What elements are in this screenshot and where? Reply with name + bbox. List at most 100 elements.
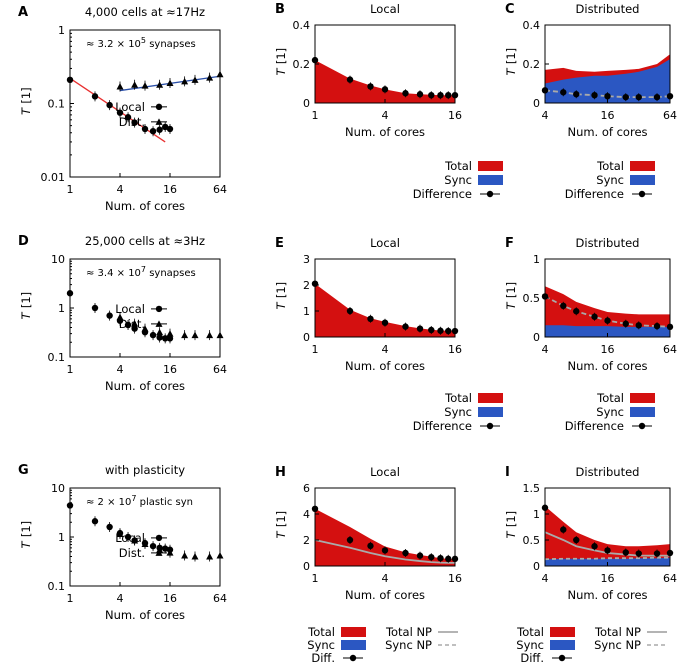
data-point-B	[381, 86, 389, 93]
data-point-D	[106, 312, 113, 319]
x-tick-label: 16	[601, 343, 615, 356]
data-point-D	[116, 313, 124, 321]
x-tick-label: 16	[601, 572, 615, 585]
data-point-E	[437, 327, 444, 334]
data-point-F	[560, 302, 567, 309]
data-point-I	[573, 536, 580, 544]
panel-title-F: Distributed	[576, 236, 640, 250]
data-point-G	[124, 533, 132, 541]
data-point-D	[156, 334, 163, 341]
x-axis-label-D: Num. of cores	[105, 379, 185, 393]
data-point-A	[131, 81, 139, 88]
data-point-C	[560, 89, 567, 96]
y-tick-label: 0	[533, 560, 540, 573]
y-tick-label: 0.2	[293, 58, 311, 71]
legend-swatch-sync	[550, 640, 575, 650]
data-point-A	[166, 79, 174, 87]
data-point-D	[161, 335, 169, 342]
data-point-B	[428, 92, 435, 99]
data-point-D-legend	[155, 320, 163, 327]
y-tick-label: 1	[533, 508, 540, 521]
data-point-G	[161, 545, 169, 552]
data-point-G	[156, 546, 164, 553]
legend-total-H: Total	[307, 625, 335, 639]
data-point-H	[346, 536, 354, 544]
panel-title-A: 4,000 cells at ≈17Hz	[85, 5, 205, 19]
y-axis-symbol: T	[504, 531, 518, 539]
y-axis-unit: [1]	[504, 511, 518, 527]
data-point-A	[141, 82, 149, 89]
y-axis-symbol: T	[19, 107, 33, 115]
data-point-A	[91, 93, 99, 100]
data-point-A	[116, 83, 124, 90]
note-part: ≈ 3.4 × 10	[86, 268, 141, 279]
legend-swatch-total	[630, 161, 655, 171]
data-point-G	[181, 551, 189, 559]
data-point-E	[445, 327, 452, 335]
data-point-E	[402, 323, 409, 330]
legend-sync-E: Sync	[444, 405, 472, 419]
panel-note-G: ≈ 2 × 107 plastic syn	[86, 494, 193, 508]
data-point-G	[141, 540, 149, 547]
x-axis-label-C: Num. of cores	[567, 125, 647, 139]
data-point-G	[116, 530, 124, 538]
data-point-F	[653, 322, 661, 330]
panel-letter-B: B	[275, 2, 285, 17]
panel-note-A: ≈ 3.2 × 105 synapses	[86, 36, 196, 50]
data-point-A	[181, 77, 189, 85]
data-point-F-legend	[638, 422, 646, 430]
data-point-G	[149, 542, 157, 550]
y-tick-label: 0	[303, 97, 310, 110]
legend-difference-E: Difference	[413, 419, 472, 433]
y-axis-symbol: T	[19, 312, 33, 320]
x-tick-label: 16	[448, 572, 462, 585]
data-point-G-legend	[155, 534, 163, 542]
y-tick-label: 1	[533, 253, 540, 266]
data-point-A	[191, 76, 199, 83]
y-tick-label: 3	[303, 253, 310, 266]
x-tick-label: 16	[163, 363, 177, 376]
x-axis-label-F: Num. of cores	[567, 359, 647, 373]
x-tick-label: 4	[382, 572, 389, 585]
x-tick-label: 1	[67, 183, 74, 196]
legend-sync-np-I: Sync NP	[594, 638, 641, 652]
y-tick-label: 0	[533, 97, 540, 110]
legend-swatch-total	[341, 627, 366, 637]
data-point-H	[381, 547, 389, 554]
data-point-D-legend	[155, 305, 163, 313]
line-sync-np	[544, 556, 670, 561]
y-axis-label-A: T [1]	[19, 87, 33, 115]
y-axis-symbol: T	[274, 68, 288, 76]
panel-letter-D: D	[18, 234, 29, 249]
data-point-C	[604, 92, 611, 100]
legend-diff-I: Diff.	[520, 651, 544, 664]
data-point-D	[206, 331, 214, 339]
legend-total-np-I: Total NP	[594, 625, 641, 639]
x-tick-label: 1	[312, 343, 319, 356]
y-axis-unit: [1]	[504, 282, 518, 298]
y-tick-label: 0	[303, 331, 310, 344]
data-point-A	[131, 119, 138, 126]
y-tick-label: 0.1	[48, 580, 66, 593]
area-total	[315, 508, 455, 566]
data-point-F	[622, 320, 629, 327]
data-point-H	[416, 552, 424, 559]
y-axis-unit: [1]	[19, 292, 33, 308]
legend-total-B: Total	[444, 159, 472, 173]
y-axis-unit: [1]	[274, 48, 288, 64]
y-tick-label: 2	[303, 534, 310, 547]
area-total	[315, 60, 455, 103]
legend-swatch-total	[478, 393, 503, 403]
panel-title-B: Local	[370, 2, 400, 16]
data-point-E	[346, 307, 354, 315]
x-tick-label: 64	[663, 572, 677, 585]
plot-frame-D	[69, 258, 221, 358]
x-tick-label: 4	[117, 363, 124, 376]
legend-local: Local	[115, 302, 145, 316]
panel-letter-G: G	[18, 463, 29, 478]
data-point-G	[206, 552, 214, 560]
data-point-C	[622, 93, 629, 101]
legend-swatch-sync	[630, 175, 655, 185]
y-tick-label: 0.1	[48, 351, 66, 364]
data-point-B	[416, 91, 424, 98]
